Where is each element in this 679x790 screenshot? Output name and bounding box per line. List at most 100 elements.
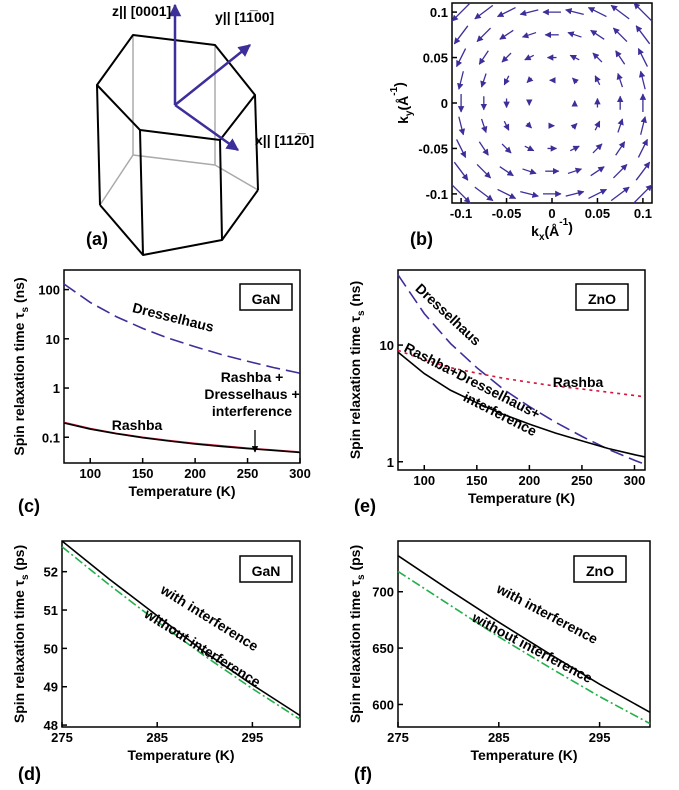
vector-arrow	[613, 28, 627, 41]
series-label: Dresselhaus	[131, 299, 216, 335]
vector-arrow	[523, 33, 537, 38]
vector-arrow	[638, 49, 647, 67]
vector-arrow	[504, 121, 509, 130]
panel: -0.1-0.0500.050.1-0.1-0.0500.050.1kx(Å-1…	[389, 3, 652, 249]
axis-label: Temperature (K)	[468, 490, 575, 506]
y-tick-label: 10	[46, 332, 60, 347]
x-tick-label: 285	[146, 730, 168, 745]
label-part: Temperature (K)	[127, 747, 234, 763]
series-label: Rashba +	[221, 369, 284, 385]
vector-arrow	[591, 30, 605, 39]
vector-arrow	[568, 169, 582, 174]
vector-arrow	[641, 117, 646, 135]
plot-frame	[452, 3, 652, 203]
y-tick-label: 48	[44, 718, 58, 733]
vector-arrow	[572, 123, 577, 128]
vector-arrow	[475, 5, 493, 18]
x-tick-label: 0.05	[585, 206, 610, 221]
vector-arrow	[618, 74, 623, 88]
vector-arrow	[454, 26, 468, 44]
vector-arrow	[520, 10, 538, 15]
series-label: interference	[212, 403, 292, 419]
material-label: GaN	[252, 291, 281, 307]
x-tick-label: 100	[413, 473, 435, 488]
y-tick-label: 50	[44, 641, 58, 656]
x-tick-label: -0.1	[450, 206, 472, 221]
x-tick-label: 200	[519, 473, 541, 488]
label-part: Temperature (K)	[468, 490, 575, 506]
vector-arrow	[595, 76, 600, 85]
series-label: Rashba	[112, 417, 163, 433]
vector-arrow	[479, 51, 488, 65]
y-tick-label: 600	[372, 697, 394, 712]
axis-label: Temperature (K)	[470, 747, 577, 763]
panel-label: (f)	[354, 764, 372, 784]
x-tick-label: 0	[548, 206, 555, 221]
label-part: Spin relaxation time τ	[347, 315, 363, 459]
y-tick-label: 700	[372, 585, 394, 600]
y-tick-label: 0.1	[430, 5, 448, 20]
figure: z|| [0001]y|| [11̅00]x|| [112̅0](a)-0.1-…	[0, 0, 679, 790]
label-part: (Å	[545, 223, 560, 239]
series-label-group: Rashba	[553, 374, 604, 390]
panel-label: (e)	[354, 496, 376, 516]
series-label: Dresselhaus	[412, 280, 484, 349]
label-part: (ns)	[347, 281, 363, 311]
label-part: k	[395, 116, 411, 124]
y-tick-label: 49	[44, 680, 58, 695]
x-tick-label: 0.1	[634, 206, 652, 221]
vector-arrow	[613, 164, 627, 178]
label-part: )	[391, 82, 407, 87]
vector-arrow	[636, 26, 650, 44]
label-part: (ps)	[347, 545, 363, 575]
vector-arrow	[588, 8, 606, 17]
label-part: (Å	[395, 96, 411, 111]
panel-label: (b)	[410, 229, 433, 249]
y-tick-label: 1	[53, 381, 60, 396]
label-part: Temperature (K)	[470, 747, 577, 763]
x-tick-label: 150	[132, 466, 154, 481]
y-tick-label: 10	[380, 338, 394, 353]
y-tick-label: 0.1	[42, 430, 60, 445]
y-tick-label: 51	[44, 603, 58, 618]
series-label-group: Dresselhaus	[131, 299, 216, 335]
vector-arrow	[566, 192, 584, 197]
series-label-group: Rashba+Dresselhaus+interference	[394, 339, 547, 439]
series-label-group: Dresselhaus	[412, 280, 484, 349]
vector-arrow	[591, 167, 605, 176]
x-tick-label: 300	[289, 466, 311, 481]
vector-arrow	[454, 162, 468, 180]
label-part: k	[531, 223, 539, 239]
vector-arrow	[566, 10, 584, 15]
vector-arrow	[500, 30, 514, 39]
y-tick-label: 100	[38, 283, 60, 298]
vector-arrow	[502, 144, 511, 153]
axis-label: Temperature (K)	[127, 747, 234, 763]
vector-arrow	[616, 51, 625, 65]
series-label: Dresselhaus +	[204, 386, 299, 402]
label-part: (ps)	[11, 545, 27, 575]
vector-arrow	[520, 192, 538, 197]
vector-arrow	[457, 139, 466, 157]
label-part: )	[568, 219, 573, 235]
vector-arrow	[498, 8, 516, 17]
vector-arrow	[595, 121, 600, 130]
vector-arrow	[459, 117, 464, 135]
x-tick-label: 300	[624, 473, 646, 488]
vector-arrow	[636, 162, 650, 180]
panel: 100150200250300110Temperature (K)Spin re…	[347, 270, 645, 516]
label-part: Temperature (K)	[128, 483, 235, 499]
series-line	[64, 422, 300, 452]
series-label-group: Rashba +Dresselhaus +interference	[204, 369, 299, 419]
vector-arrow	[641, 71, 646, 89]
vector-arrow	[527, 123, 532, 128]
vector-arrow	[475, 187, 493, 201]
y-tick-label: 52	[44, 565, 58, 580]
vector-arrow	[593, 53, 602, 62]
vector-arrow	[482, 119, 487, 133]
vector-arrow	[525, 55, 534, 60]
series-label-group: Rashba	[112, 417, 163, 433]
